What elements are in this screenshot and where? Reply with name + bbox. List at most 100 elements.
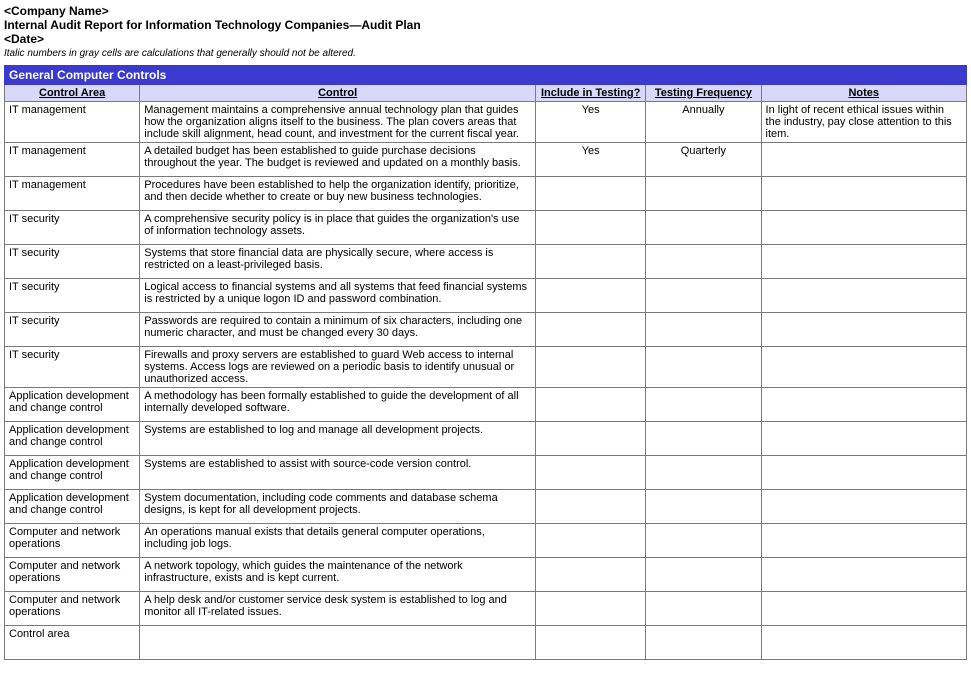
cell-include[interactable] xyxy=(536,211,646,245)
cell-frequency[interactable] xyxy=(646,490,761,524)
table-row: IT securitySystems that store financial … xyxy=(5,245,967,279)
cell-frequency[interactable] xyxy=(646,388,761,422)
cell-control[interactable]: A network topology, which guides the mai… xyxy=(140,558,536,592)
report-date: <Date> xyxy=(4,32,967,46)
cell-include[interactable] xyxy=(536,558,646,592)
table-row: IT managementManagement maintains a comp… xyxy=(5,102,967,143)
cell-include[interactable] xyxy=(536,313,646,347)
cell-control[interactable]: An operations manual exists that details… xyxy=(140,524,536,558)
cell-notes[interactable] xyxy=(761,490,966,524)
cell-include[interactable] xyxy=(536,490,646,524)
table-row: Application development and change contr… xyxy=(5,422,967,456)
cell-frequency[interactable] xyxy=(646,211,761,245)
cell-control-area[interactable]: Computer and network operations xyxy=(5,592,140,626)
cell-include[interactable] xyxy=(536,592,646,626)
cell-frequency[interactable] xyxy=(646,177,761,211)
table-row: Control area xyxy=(5,626,967,660)
cell-notes[interactable] xyxy=(761,177,966,211)
cell-include[interactable] xyxy=(536,347,646,388)
cell-frequency[interactable] xyxy=(646,592,761,626)
cell-notes[interactable] xyxy=(761,143,966,177)
cell-notes[interactable] xyxy=(761,558,966,592)
company-name: <Company Name> xyxy=(4,4,967,18)
cell-control-area[interactable]: Application development and change contr… xyxy=(5,490,140,524)
cell-include[interactable]: Yes xyxy=(536,143,646,177)
section-title: General Computer Controls xyxy=(5,66,967,85)
cell-control-area[interactable]: Application development and change contr… xyxy=(5,388,140,422)
cell-frequency[interactable]: Quarterly xyxy=(646,143,761,177)
cell-control[interactable]: Procedures have been established to help… xyxy=(140,177,536,211)
cell-notes[interactable] xyxy=(761,347,966,388)
table-row: IT managementProcedures have been establ… xyxy=(5,177,967,211)
cell-control-area[interactable]: IT security xyxy=(5,347,140,388)
cell-control-area[interactable]: Application development and change contr… xyxy=(5,456,140,490)
cell-frequency[interactable] xyxy=(646,456,761,490)
cell-include[interactable] xyxy=(536,245,646,279)
cell-control-area[interactable]: Computer and network operations xyxy=(5,558,140,592)
cell-control-area[interactable]: IT management xyxy=(5,177,140,211)
table-row: Computer and network operationsAn operat… xyxy=(5,524,967,558)
table-row: IT securityPasswords are required to con… xyxy=(5,313,967,347)
cell-control-area[interactable]: IT security xyxy=(5,279,140,313)
cell-control[interactable]: Logical access to financial systems and … xyxy=(140,279,536,313)
cell-control[interactable]: A detailed budget has been established t… xyxy=(140,143,536,177)
cell-control[interactable]: Firewalls and proxy servers are establis… xyxy=(140,347,536,388)
cell-notes[interactable] xyxy=(761,245,966,279)
cell-include[interactable] xyxy=(536,626,646,660)
cell-include[interactable] xyxy=(536,422,646,456)
cell-control[interactable]: A help desk and/or customer service desk… xyxy=(140,592,536,626)
cell-control[interactable]: A methodology has been formally establis… xyxy=(140,388,536,422)
column-header-row: Control AreaControlInclude in Testing?Te… xyxy=(5,85,967,102)
cell-notes[interactable] xyxy=(761,388,966,422)
header-note: Italic numbers in gray cells are calcula… xyxy=(4,48,967,59)
cell-notes[interactable] xyxy=(761,313,966,347)
cell-control[interactable]: Passwords are required to contain a mini… xyxy=(140,313,536,347)
table-row: IT securityFirewalls and proxy servers a… xyxy=(5,347,967,388)
cell-include[interactable] xyxy=(536,388,646,422)
cell-control-area[interactable]: IT security xyxy=(5,211,140,245)
cell-control[interactable] xyxy=(140,626,536,660)
cell-include[interactable] xyxy=(536,524,646,558)
cell-notes[interactable] xyxy=(761,456,966,490)
table-row: Computer and network operationsA help de… xyxy=(5,592,967,626)
cell-control-area[interactable]: IT security xyxy=(5,313,140,347)
cell-control[interactable]: System documentation, including code com… xyxy=(140,490,536,524)
cell-include[interactable] xyxy=(536,177,646,211)
cell-frequency[interactable] xyxy=(646,422,761,456)
cell-include[interactable] xyxy=(536,279,646,313)
cell-control-area[interactable]: IT management xyxy=(5,102,140,143)
cell-control-area[interactable]: IT management xyxy=(5,143,140,177)
cell-control[interactable]: A comprehensive security policy is in pl… xyxy=(140,211,536,245)
cell-frequency[interactable] xyxy=(646,347,761,388)
table-row: IT securityLogical access to financial s… xyxy=(5,279,967,313)
cell-frequency[interactable] xyxy=(646,626,761,660)
cell-control[interactable]: Management maintains a comprehensive ann… xyxy=(140,102,536,143)
cell-frequency[interactable]: Annually xyxy=(646,102,761,143)
cell-control-area[interactable]: IT security xyxy=(5,245,140,279)
cell-notes[interactable] xyxy=(761,592,966,626)
cell-include[interactable]: Yes xyxy=(536,102,646,143)
cell-notes[interactable] xyxy=(761,422,966,456)
column-header-freq: Testing Frequency xyxy=(646,85,761,102)
cell-notes[interactable] xyxy=(761,211,966,245)
cell-frequency[interactable] xyxy=(646,558,761,592)
cell-control-area[interactable]: Computer and network operations xyxy=(5,524,140,558)
cell-control-area[interactable]: Control area xyxy=(5,626,140,660)
cell-frequency[interactable] xyxy=(646,313,761,347)
column-header-control: Control xyxy=(140,85,536,102)
cell-notes[interactable]: In light of recent ethical issues within… xyxy=(761,102,966,143)
cell-notes[interactable] xyxy=(761,524,966,558)
cell-control[interactable]: Systems are established to log and manag… xyxy=(140,422,536,456)
cell-control[interactable]: Systems are established to assist with s… xyxy=(140,456,536,490)
table-row: IT managementA detailed budget has been … xyxy=(5,143,967,177)
cell-include[interactable] xyxy=(536,456,646,490)
table-row: Computer and network operationsA network… xyxy=(5,558,967,592)
cell-notes[interactable] xyxy=(761,626,966,660)
cell-control[interactable]: Systems that store financial data are ph… xyxy=(140,245,536,279)
column-header-notes: Notes xyxy=(761,85,966,102)
cell-frequency[interactable] xyxy=(646,524,761,558)
cell-frequency[interactable] xyxy=(646,279,761,313)
cell-frequency[interactable] xyxy=(646,245,761,279)
cell-notes[interactable] xyxy=(761,279,966,313)
cell-control-area[interactable]: Application development and change contr… xyxy=(5,422,140,456)
